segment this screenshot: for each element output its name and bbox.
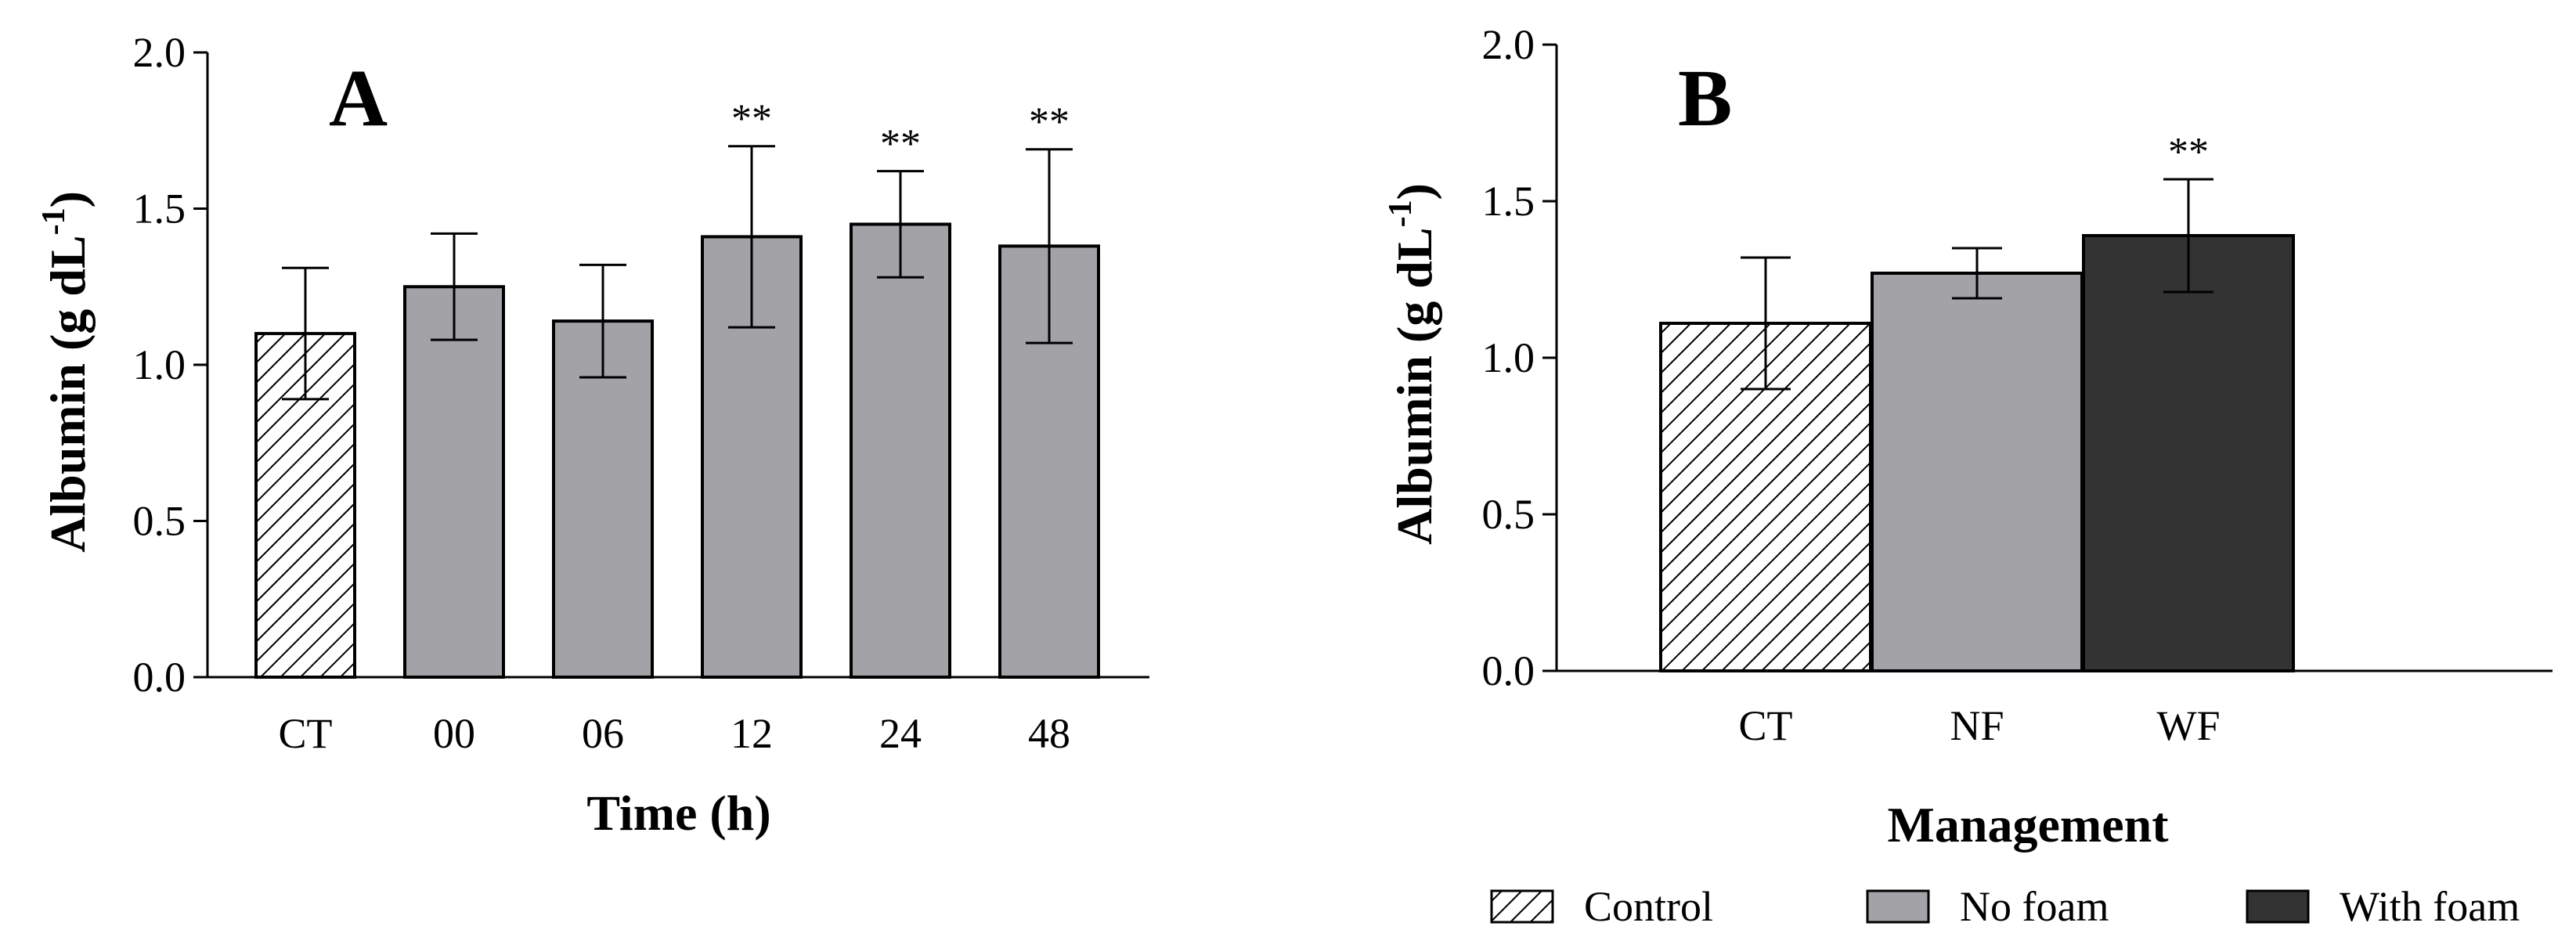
legend-swatch-dark	[2246, 889, 2310, 924]
legend-swatch-hatch	[1490, 889, 1554, 924]
axes-b: 0.0 0.5 1.0 1.5 2.0	[1482, 21, 2553, 694]
x-tick-label: 24	[879, 710, 922, 757]
y-tick-label: 1.5	[1482, 178, 1535, 225]
y-tick-label: 1.5	[133, 186, 186, 232]
panel-label-b: B	[1678, 53, 1732, 143]
y-tick-label: 2.0	[1482, 21, 1535, 68]
panel-label-a: A	[329, 53, 388, 143]
y-axis-label-a: Albumin (g dL-1)	[36, 191, 96, 553]
x-axis-label-a: Time (h)	[586, 785, 770, 841]
x-tick-label: CT	[1738, 702, 1792, 749]
x-tick-label: 00	[433, 710, 475, 757]
y-axis-label-a-close: )	[40, 191, 96, 207]
x-tick-label: CT	[278, 710, 332, 757]
legend-swatch-gray	[1866, 889, 1930, 924]
significance-label: **	[880, 122, 921, 167]
legend: Control No foam With foam	[1490, 883, 2520, 930]
bar-00	[403, 285, 505, 679]
x-tick-label: 12	[731, 710, 773, 757]
x-tick-label: 06	[582, 710, 624, 757]
significance-label: **	[1029, 100, 1070, 145]
chart-panel-a: A Albumin (g dL-1) Time (h) 0.0 0.5 1.0 1.5…	[36, 29, 1149, 841]
bar-NF	[1871, 272, 2084, 672]
y-axis-label-a-sup: -1	[36, 207, 72, 235]
y-tick-label: 0.0	[1482, 647, 1535, 694]
y-tick-label: 0.5	[1482, 491, 1535, 538]
x-tick-label: NF	[1950, 702, 2004, 749]
legend-label: No foam	[1960, 883, 2109, 930]
x-tick-label: 48	[1028, 710, 1070, 757]
bar-24	[850, 222, 951, 679]
x-axis-label-b: Management	[1887, 797, 2169, 852]
y-axis-label-b: Albumin (g dL-1)	[1383, 183, 1442, 545]
y-axis-label-b-close: )	[1387, 183, 1442, 200]
y-tick-label: 0.5	[133, 498, 186, 545]
significance-label: **	[731, 97, 772, 142]
bars-a: CT 00 06 ** 12 ** 24 ** 48	[254, 97, 1100, 757]
y-axis-label-b-sup: -1	[1383, 200, 1419, 227]
bar-06	[552, 319, 654, 679]
y-axis-label-b-main: Albumin (g dL	[1387, 227, 1442, 544]
legend-label: With foam	[2340, 883, 2520, 930]
bars-b: CT NF ** WF	[1659, 130, 2295, 749]
legend-label: Control	[1584, 883, 1713, 930]
y-tick-label: 1.0	[1482, 334, 1535, 381]
axes-a: 0.0 0.5 1.0 1.5 2.0	[133, 29, 1149, 701]
y-tick-label: 0.0	[133, 654, 186, 701]
bar-WF	[2082, 234, 2295, 672]
y-tick-label: 1.0	[133, 341, 186, 388]
chart-panel-b: B Albumin (g dL-1) Management 0.0 0.5 1.0 1…	[1383, 21, 2553, 930]
y-tick-label: 2.0	[133, 29, 186, 76]
significance-label: **	[2168, 130, 2209, 175]
x-tick-label: WF	[2157, 702, 2221, 749]
y-axis-label-a-main: Albumin (g dL	[40, 235, 96, 552]
